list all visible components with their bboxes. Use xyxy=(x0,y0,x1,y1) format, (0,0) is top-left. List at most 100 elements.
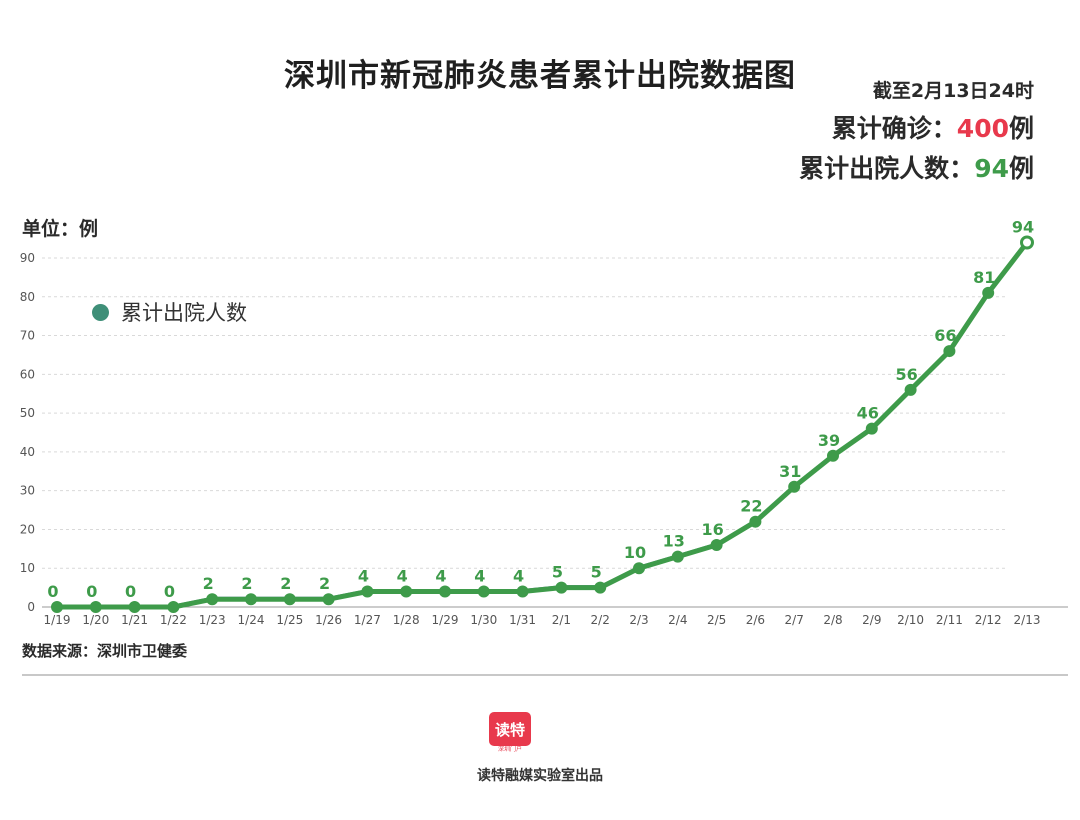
y-tick-label: 60 xyxy=(20,367,35,381)
data-label: 39 xyxy=(818,431,840,450)
data-label: 13 xyxy=(663,532,685,551)
x-tick-label: 1/22 xyxy=(160,613,187,627)
data-point xyxy=(89,601,102,613)
x-tick-label: 1/21 xyxy=(121,613,148,627)
series-line xyxy=(54,240,1030,610)
data-point xyxy=(51,601,63,613)
data-point xyxy=(128,601,141,613)
data-point xyxy=(1020,235,1034,250)
data-label: 4 xyxy=(435,566,446,585)
data-label: 16 xyxy=(701,520,723,539)
x-tick-label: 2/6 xyxy=(746,613,765,627)
x-tick-label: 1/28 xyxy=(393,613,420,627)
data-point xyxy=(206,593,219,606)
x-tick-label: 2/1 xyxy=(552,613,571,627)
x-tick-label: 2/11 xyxy=(936,613,963,627)
data-point xyxy=(439,585,451,598)
data-label: 2 xyxy=(241,574,252,593)
discharged-suffix: 例 xyxy=(1008,154,1034,183)
data-label: 4 xyxy=(358,566,369,585)
data-source: 数据来源：深圳市卫健委 xyxy=(22,642,188,660)
data-point xyxy=(361,585,374,598)
y-tick-label: 10 xyxy=(20,561,35,575)
data-label: 66 xyxy=(934,326,956,345)
x-tick-label: 2/5 xyxy=(707,613,726,627)
data-label: 0 xyxy=(125,582,136,601)
data-point xyxy=(633,562,645,575)
x-tick-label: 2/9 xyxy=(862,613,881,627)
data-label: 46 xyxy=(857,404,879,423)
x-tick-label: 2/8 xyxy=(823,613,842,627)
x-tick-label: 1/27 xyxy=(354,613,381,627)
data-point xyxy=(710,538,723,551)
data-point xyxy=(594,581,607,594)
x-tick-label: 1/20 xyxy=(82,613,109,627)
logo-badge: 读特 xyxy=(489,712,531,746)
data-label: 0 xyxy=(47,582,58,601)
data-label: 0 xyxy=(86,582,97,601)
data-point xyxy=(827,449,839,462)
data-point xyxy=(516,585,529,598)
date-label: 截至2月13日24时 xyxy=(872,80,1034,102)
y-tick-label: 50 xyxy=(20,406,35,420)
y-tick-label: 40 xyxy=(20,445,35,459)
x-tick-label: 1/26 xyxy=(315,613,342,627)
data-point xyxy=(671,550,684,563)
data-point xyxy=(749,515,762,528)
confirmed-suffix: 例 xyxy=(1008,114,1034,143)
data-point xyxy=(788,480,801,493)
x-tick-label: 2/13 xyxy=(1014,613,1041,627)
data-point xyxy=(982,286,995,299)
data-label: 2 xyxy=(319,574,330,593)
x-tick-label: 2/2 xyxy=(591,613,610,627)
logo-subtext: 深圳门户 xyxy=(497,746,522,753)
x-tick-label: 1/30 xyxy=(470,613,497,627)
data-label: 5 xyxy=(552,563,563,582)
data-label: 56 xyxy=(895,365,917,384)
legend-label: 累计出院人数 xyxy=(121,301,247,325)
chart-legend: 累计出院人数 xyxy=(92,297,247,327)
y-tick-label: 20 xyxy=(20,522,35,536)
data-point xyxy=(400,585,413,598)
credit-line: 读特融媒实验室出品 xyxy=(477,768,603,784)
data-label: 5 xyxy=(591,563,602,582)
discharged-value: 94 xyxy=(974,154,1009,183)
data-point xyxy=(283,593,296,606)
y-tick-label: 70 xyxy=(20,329,35,343)
chart-title: 深圳市新冠肺炎患者累计出院数据图 xyxy=(284,58,796,94)
x-tick-label: 1/19 xyxy=(44,613,71,627)
data-label: 0 xyxy=(164,582,175,601)
x-tick-label: 2/3 xyxy=(629,613,648,627)
data-label: 94 xyxy=(1012,217,1034,236)
data-point xyxy=(904,383,917,396)
data-label: 2 xyxy=(280,574,291,593)
data-label: 4 xyxy=(474,566,485,585)
x-tick-label: 1/25 xyxy=(276,613,303,627)
y-tick-label: 30 xyxy=(20,484,35,498)
footer-divider xyxy=(22,674,1068,676)
discharged-summary: 累计出院人数：94例 xyxy=(799,149,1034,185)
data-label: 10 xyxy=(624,543,646,562)
x-tick-label: 2/7 xyxy=(785,613,804,627)
brand-logo: 读特 深圳门户 xyxy=(489,712,531,753)
y-tick-label: 80 xyxy=(20,290,35,304)
data-point xyxy=(245,593,257,606)
data-label: 22 xyxy=(740,497,762,516)
x-tick-label: 1/24 xyxy=(238,613,265,627)
confirmed-summary: 累计确诊：400例 xyxy=(832,109,1034,145)
y-tick-label: 90 xyxy=(20,251,35,265)
x-tick-label: 2/10 xyxy=(897,613,924,627)
x-tick-label: 1/29 xyxy=(432,613,459,627)
y-tick-label: 0 xyxy=(27,600,35,614)
data-point xyxy=(865,422,878,435)
legend-marker xyxy=(92,303,109,321)
series-shadow-line xyxy=(57,240,1028,608)
data-label: 2 xyxy=(203,574,214,593)
unit-label: 单位：例 xyxy=(22,218,99,240)
x-tick-label: 1/31 xyxy=(509,613,536,627)
data-label: 81 xyxy=(973,268,995,287)
data-label: 4 xyxy=(397,566,408,585)
x-tick-label: 1/23 xyxy=(199,613,226,627)
x-tick-label: 2/12 xyxy=(975,613,1002,627)
